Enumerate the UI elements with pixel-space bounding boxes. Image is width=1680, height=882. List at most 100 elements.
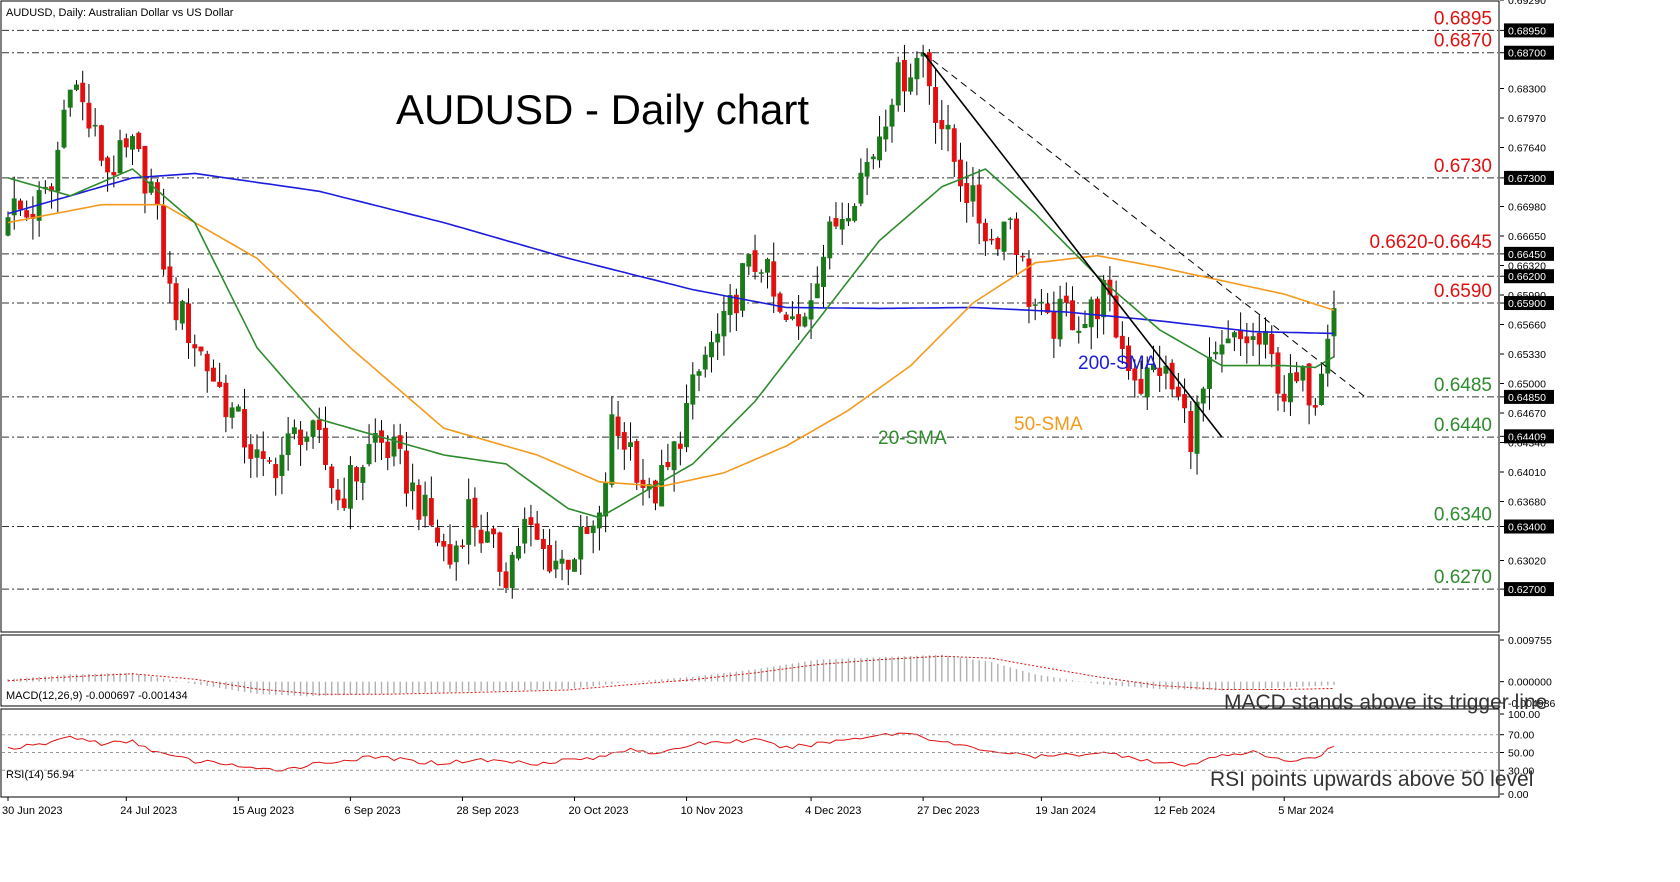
candle xyxy=(982,218,988,256)
candle xyxy=(615,400,621,450)
candle xyxy=(273,457,279,496)
candle-body xyxy=(578,526,584,560)
candle xyxy=(1088,296,1094,350)
candle-body xyxy=(385,441,391,459)
candle xyxy=(534,510,540,541)
candle xyxy=(540,528,546,570)
candle-body xyxy=(391,437,397,457)
candle-body xyxy=(235,406,241,412)
candle-body xyxy=(1182,394,1188,409)
level-label: 0.6870 xyxy=(1434,31,1492,52)
candle xyxy=(67,89,73,117)
candle xyxy=(460,539,465,549)
candle xyxy=(864,148,870,196)
candle-body xyxy=(989,238,995,241)
candle xyxy=(609,395,615,488)
candle xyxy=(1319,363,1324,406)
candle xyxy=(453,540,459,581)
candle-body xyxy=(248,444,254,459)
level-label: 0.6270 xyxy=(1434,567,1492,588)
sma50-line xyxy=(7,203,1335,488)
x-tick-label: 4 Dec 2023 xyxy=(805,805,861,817)
candle-body xyxy=(192,344,198,349)
y-tick-label: 0.000000 xyxy=(1508,677,1552,689)
candle-body xyxy=(1207,356,1212,389)
candle xyxy=(740,262,746,317)
candle xyxy=(410,463,416,510)
candle xyxy=(814,266,820,299)
candle-body xyxy=(858,172,864,204)
candle xyxy=(1225,320,1231,344)
candle xyxy=(279,437,285,495)
candle xyxy=(989,228,995,245)
candle xyxy=(1312,398,1318,416)
candle xyxy=(596,505,602,551)
candle-body xyxy=(516,546,521,559)
candle xyxy=(746,253,752,276)
candle xyxy=(970,167,976,217)
candle-body xyxy=(1063,295,1069,303)
candle-body xyxy=(1175,386,1181,397)
candle-body xyxy=(254,449,260,458)
level-label: 0.6340 xyxy=(1434,505,1492,526)
candle xyxy=(1306,362,1312,425)
candle xyxy=(1094,296,1100,339)
y-tick-label: 0.64340 xyxy=(1508,437,1546,449)
y-tick-box xyxy=(1504,429,1554,444)
candle-body xyxy=(789,316,795,319)
candle-body xyxy=(1082,323,1088,328)
candle-body xyxy=(217,381,223,387)
candle-body xyxy=(740,263,746,311)
y-tick-label: 0.62700 xyxy=(1508,584,1546,596)
candle xyxy=(1076,316,1082,344)
candle-body xyxy=(347,465,353,509)
sma20-label: 20-SMA xyxy=(878,428,947,449)
y-tick-label: 0.69290 xyxy=(1508,0,1546,7)
candle-body xyxy=(1144,367,1150,398)
trendline-dashed xyxy=(922,52,1366,398)
candle-body xyxy=(403,450,409,494)
candle xyxy=(1281,375,1287,413)
candle-body xyxy=(366,444,372,465)
y-tick-label: 100.00 xyxy=(1508,709,1540,721)
candle-body xyxy=(1126,345,1132,372)
candle xyxy=(771,242,777,314)
candle-body xyxy=(161,205,167,270)
candle-body xyxy=(1020,255,1026,258)
candle xyxy=(192,334,198,367)
y-tick-label: 0.66450 xyxy=(1508,249,1546,261)
rsi-note: RSI points upwards above 50 level xyxy=(1210,768,1533,791)
candle xyxy=(111,155,117,188)
macd-signal-line xyxy=(7,655,1335,695)
candle-body xyxy=(372,433,378,443)
candle-body xyxy=(970,185,976,202)
candle-body xyxy=(1138,378,1144,394)
candle-body xyxy=(1287,373,1293,403)
candle-body xyxy=(702,354,708,370)
candle xyxy=(123,133,129,158)
candle-body xyxy=(1094,298,1100,320)
candle-body xyxy=(982,222,988,242)
candle xyxy=(491,525,497,548)
candle-body xyxy=(814,283,820,299)
candle-body xyxy=(1070,300,1075,331)
y-tick-label: 0.68700 xyxy=(1508,48,1546,60)
candle xyxy=(1020,252,1026,262)
candle-body xyxy=(696,371,702,376)
candle xyxy=(310,419,316,449)
candle xyxy=(640,458,646,506)
candle xyxy=(466,478,472,565)
candle xyxy=(298,421,304,466)
y-tick-box xyxy=(1504,582,1554,597)
candle-body xyxy=(285,433,291,456)
candle-body xyxy=(995,237,1001,250)
candle xyxy=(852,203,858,223)
candle xyxy=(74,80,79,92)
x-tick-label: 24 Jul 2023 xyxy=(120,805,177,817)
x-tick-label: 5 Mar 2024 xyxy=(1278,805,1334,817)
candle-body xyxy=(123,138,129,148)
candle-body xyxy=(765,258,770,273)
candle-body xyxy=(435,527,440,543)
candle xyxy=(260,431,266,477)
candle xyxy=(1138,360,1144,396)
